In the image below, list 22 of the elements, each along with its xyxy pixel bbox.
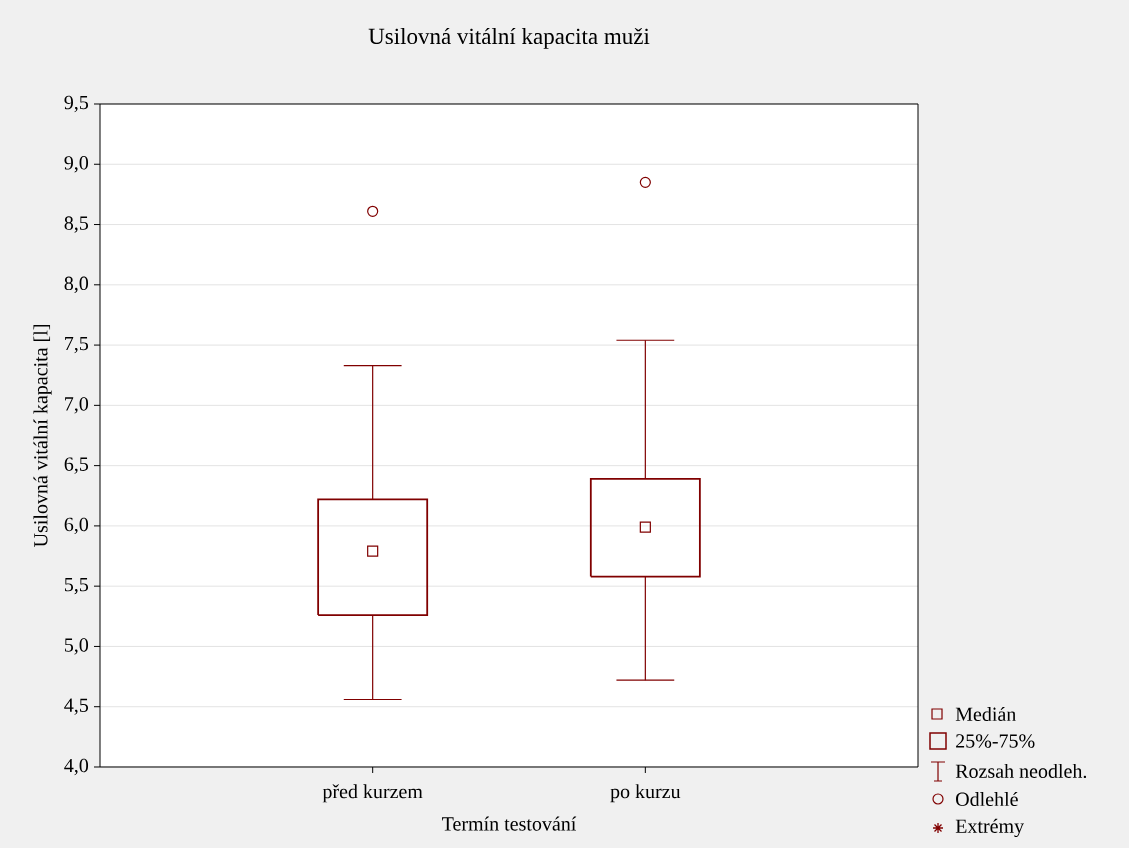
text: 25%-75% <box>956 734 1035 748</box>
y-tick-label: 8,0 <box>64 276 89 293</box>
text: Odlehlé <box>956 791 1018 807</box>
y-axis-title: Usilovná vitální kapacita [l] <box>33 325 52 547</box>
y-tick-label: 9,5 <box>64 95 89 113</box>
text: Medián <box>955 706 1016 722</box>
chart-title: Usilovná vitální kapacita muži <box>368 27 650 49</box>
y-tick-label: 5,0 <box>64 638 89 655</box>
x-tick-label: po kurzu <box>610 784 681 803</box>
y-tick-label: 9,0 <box>64 156 89 173</box>
y-tick-label: 7,5 <box>65 336 89 354</box>
y-tick-label: 8,5 <box>64 216 89 233</box>
x-tick-label: před kurzem <box>322 784 423 803</box>
y-tick-label: 5,5 <box>64 578 89 595</box>
y-tick-label: 6,0 <box>64 517 89 535</box>
x-axis-title: Termín testování <box>442 816 577 831</box>
y-tick-label: 4,5 <box>64 698 89 715</box>
text: Rozsah neodleh. <box>955 763 1087 779</box>
text: Extrémy <box>955 818 1025 838</box>
y-tick-label: 7,0 <box>65 397 89 414</box>
y-tick-label: 6,5 <box>64 457 89 474</box>
y-tick-label: 4,0 <box>64 758 89 776</box>
